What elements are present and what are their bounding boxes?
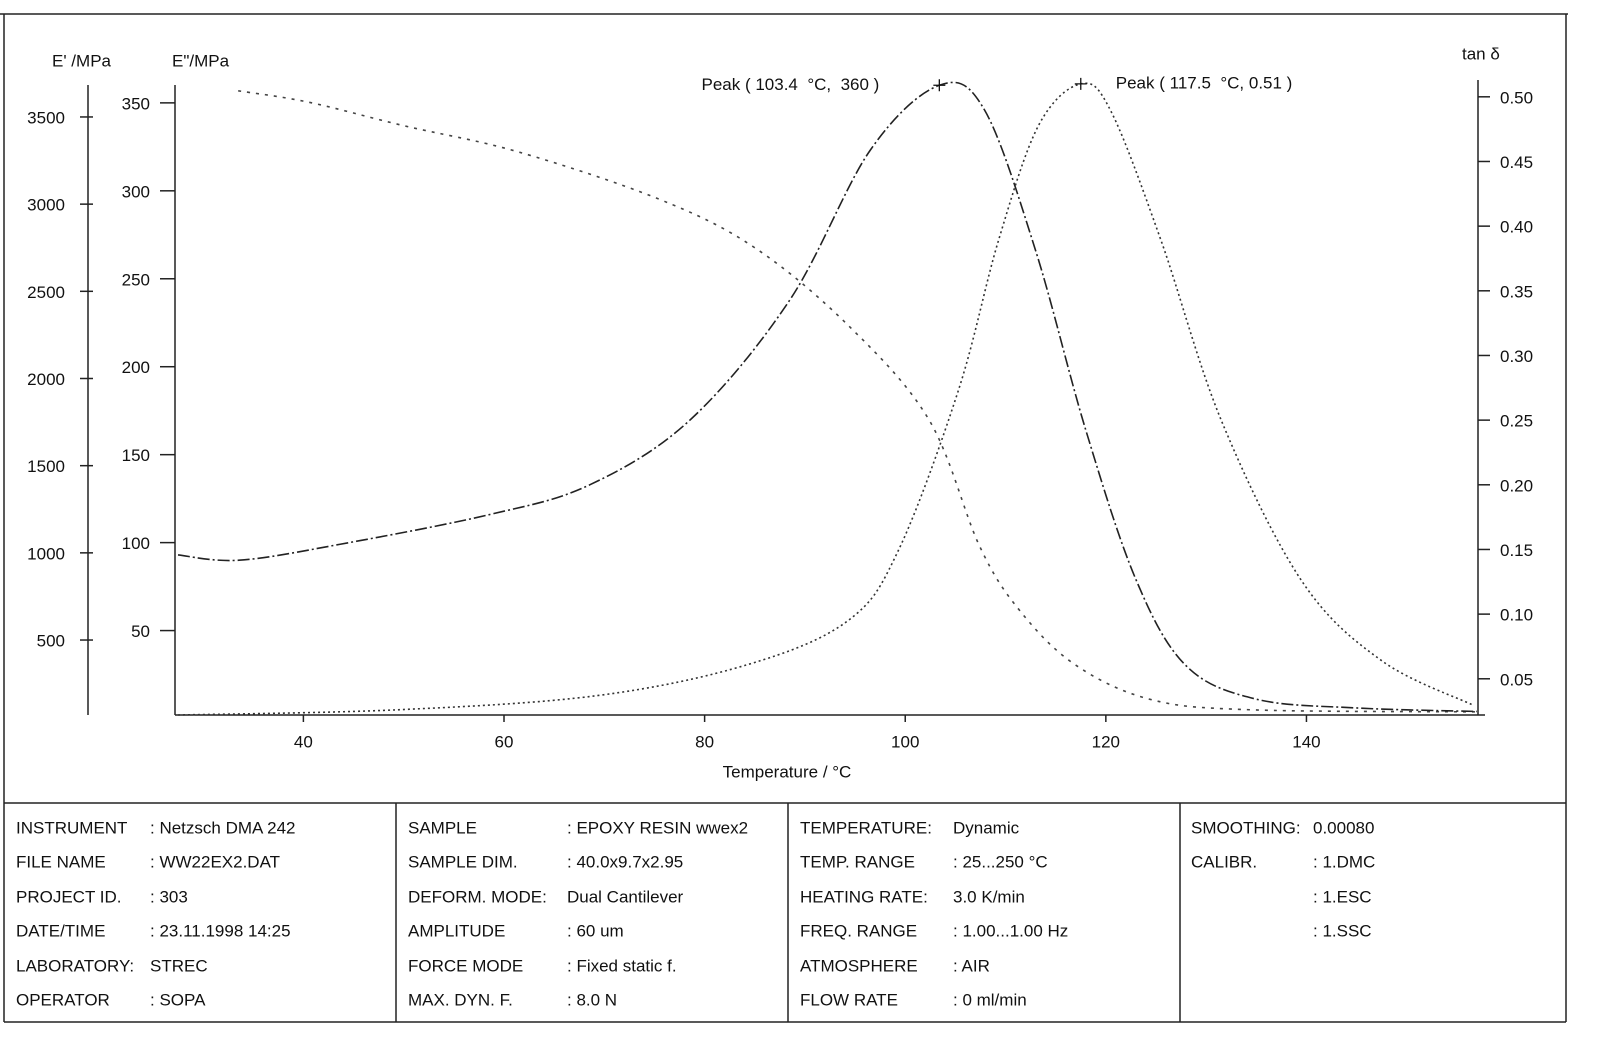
- info-value: : 60 um: [567, 921, 624, 940]
- peak-annotation: Peak ( 117.5 °C, 0.51 ): [1116, 73, 1293, 92]
- y-tick-label: 300: [122, 182, 150, 201]
- info-value: : 8.0 N: [567, 990, 617, 1009]
- info-value: : WW22EX2.DAT: [150, 852, 280, 871]
- y-tick-label: 150: [122, 446, 150, 465]
- peak-marker: [1074, 77, 1087, 90]
- x-tick-label: 60: [495, 732, 514, 751]
- x-tick-label: 40: [294, 732, 313, 751]
- info-label: FILE NAME: [16, 852, 106, 871]
- y3-tick-label: 1000: [27, 544, 65, 563]
- series-line: [238, 90, 1477, 713]
- info-label: TEMP. RANGE: [800, 852, 915, 871]
- info-value: : 1.00...1.00 Hz: [953, 921, 1068, 940]
- y3-tick-label: 3500: [27, 108, 65, 127]
- y3-tick-label: 3000: [27, 196, 65, 215]
- info-label: OPERATOR: [16, 990, 110, 1009]
- y2-tick-label: 0.05: [1500, 670, 1533, 689]
- info-value: Dual Cantilever: [567, 887, 684, 906]
- series-line: [177, 82, 1473, 716]
- info-label: DEFORM. MODE:: [408, 887, 547, 906]
- info-label: SAMPLE DIM.: [408, 852, 518, 871]
- y2-tick-label: 0.35: [1500, 282, 1533, 301]
- series-line: [177, 81, 1478, 713]
- info-label: SMOOTHING:: [1191, 818, 1301, 837]
- info-value: : 1.ESC: [1313, 887, 1372, 906]
- y-tick-label: 200: [122, 358, 150, 377]
- info-label: SAMPLE: [408, 818, 477, 837]
- info-value: : SOPA: [150, 990, 206, 1009]
- info-value: 3.0 K/min: [953, 887, 1025, 906]
- x-tick-label: 120: [1092, 732, 1120, 751]
- y-axis-label: E"/MPa: [172, 51, 230, 70]
- info-label: AMPLITUDE: [408, 921, 505, 940]
- x-axis-label: Temperature / °C: [723, 762, 852, 781]
- info-value: STREC: [150, 956, 208, 975]
- y2-axis-label: tan δ: [1462, 44, 1500, 63]
- info-value: : 303: [150, 887, 188, 906]
- info-value: : AIR: [953, 956, 990, 975]
- y3-tick-label: 500: [37, 632, 65, 651]
- y2-tick-label: 0.15: [1500, 541, 1533, 560]
- info-label: DATE/TIME: [16, 921, 105, 940]
- info-value: : 1.DMC: [1313, 852, 1375, 871]
- y-tick-label: 350: [122, 94, 150, 113]
- x-tick-label: 80: [695, 732, 714, 751]
- info-value: : EPOXY RESIN wwex2: [567, 818, 748, 837]
- info-value: : 0 ml/min: [953, 990, 1027, 1009]
- info-value: Dynamic: [953, 818, 1020, 837]
- peak-annotation: Peak ( 103.4 °C, 360 ): [701, 75, 879, 94]
- info-label: TEMPERATURE:: [800, 818, 932, 837]
- info-label: CALIBR.: [1191, 852, 1257, 871]
- info-value: : 1.SSC: [1313, 921, 1372, 940]
- info-label: ATMOSPHERE: [800, 956, 918, 975]
- y2-tick-label: 0.40: [1500, 218, 1533, 237]
- x-tick-label: 100: [891, 732, 919, 751]
- info-value: : 23.11.1998 14:25: [150, 921, 291, 940]
- info-value: : 40.0x9.7x2.95: [567, 852, 683, 871]
- y-tick-label: 250: [122, 270, 150, 289]
- info-value: : Fixed static f.: [567, 956, 677, 975]
- y2-tick-label: 0.50: [1500, 88, 1533, 107]
- y2-tick-label: 0.25: [1500, 412, 1533, 431]
- info-label: PROJECT ID.: [16, 887, 121, 906]
- info-label: INSTRUMENT: [16, 818, 127, 837]
- info-label: LABORATORY:: [16, 956, 134, 975]
- y-tick-label: 50: [131, 622, 150, 641]
- info-value: 0.00080: [1313, 818, 1374, 837]
- info-value: : Netzsch DMA 242: [150, 818, 296, 837]
- info-label: MAX. DYN. F.: [408, 990, 513, 1009]
- y-tick-label: 100: [122, 534, 150, 553]
- info-label: HEATING RATE:: [800, 887, 928, 906]
- y2-tick-label: 0.20: [1500, 476, 1533, 495]
- y3-tick-label: 1500: [27, 457, 65, 476]
- info-value: : 25...250 °C: [953, 852, 1048, 871]
- info-label: FLOW RATE: [800, 990, 898, 1009]
- y2-tick-label: 0.10: [1500, 606, 1533, 625]
- info-label: FORCE MODE: [408, 956, 523, 975]
- y2-tick-label: 0.45: [1500, 153, 1533, 172]
- y3-tick-label: 2500: [27, 283, 65, 302]
- peak-marker: [933, 79, 946, 92]
- y3-axis-label: E' /MPa: [52, 51, 112, 70]
- x-tick-label: 140: [1292, 732, 1320, 751]
- y3-tick-label: 2000: [27, 370, 65, 389]
- y2-tick-label: 0.30: [1500, 347, 1533, 366]
- info-label: FREQ. RANGE: [800, 921, 917, 940]
